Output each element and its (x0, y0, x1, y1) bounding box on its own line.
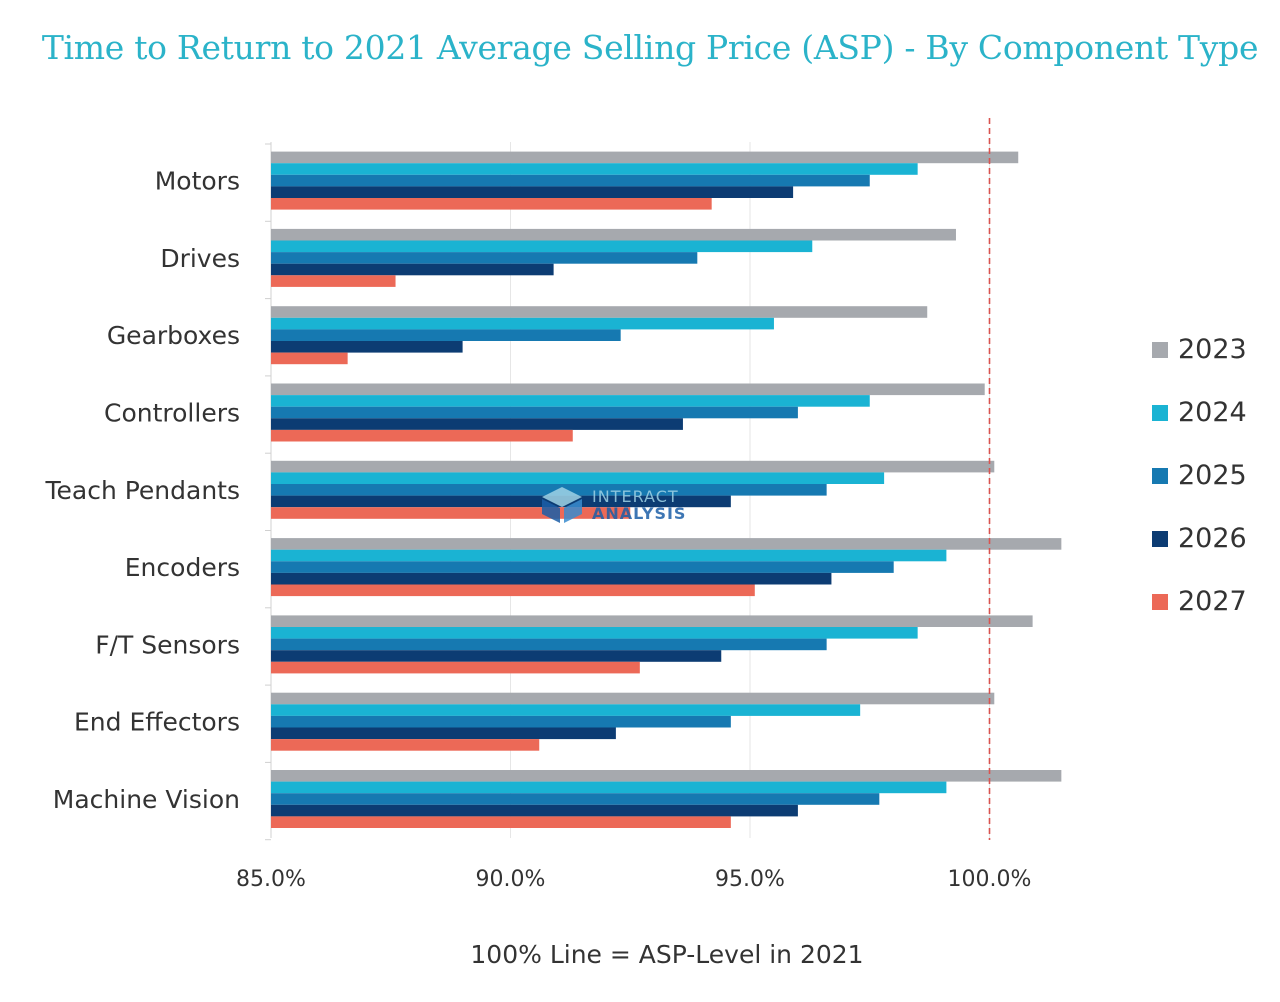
chart-legend: 2023 2024 2025 2026 2027 (1152, 318, 1247, 633)
category-label-end-effectors: End Effectors (74, 708, 240, 737)
category-label-encoders: Encoders (125, 553, 240, 582)
chart-footnote: 100% Line = ASP-Level in 2021 (470, 940, 864, 969)
bar-f-t-sensors-2024 (271, 627, 918, 639)
bar-gearboxes-2023 (271, 306, 928, 318)
legend-item-2026: 2026 (1152, 507, 1247, 570)
bar-f-t-sensors-2026 (271, 650, 722, 662)
bar-machine-vision-2025 (271, 793, 880, 805)
bar-controllers-2025 (271, 406, 798, 419)
x-tick-label-0: 85.0% (236, 867, 306, 892)
watermark-line2: ANALYSIS (592, 504, 687, 523)
chart-title: Time to Return to 2021 Average Selling P… (41, 28, 1259, 67)
bar-machine-vision-2024 (271, 781, 947, 794)
legend-swatch-2024 (1152, 404, 1168, 421)
bar-teach-pendants-2026 (271, 495, 731, 508)
watermark-logo: INTERACT ANALYSIS (540, 485, 686, 525)
x-tick-label-2: 95.0% (715, 867, 785, 892)
x-tick-label-1: 90.0% (476, 867, 546, 892)
bar-drives-2026 (271, 263, 554, 276)
category-label-machine-vision: Machine Vision (53, 785, 240, 814)
bar-motors-2023 (271, 151, 1019, 164)
bar-drives-2024 (271, 240, 813, 253)
category-label-gearboxes: Gearboxes (107, 321, 240, 350)
bar-controllers-2026 (271, 418, 683, 430)
legend-item-2023: 2023 (1152, 318, 1247, 381)
bar-teach-pendants-2025 (271, 484, 827, 496)
category-label-drives: Drives (160, 244, 240, 273)
bar-motors-2027 (271, 198, 712, 210)
bar-teach-pendants-2023 (271, 460, 995, 473)
bar-encoders-2024 (271, 549, 947, 562)
bar-end-effectors-2025 (271, 715, 731, 728)
bar-encoders-2026 (271, 572, 832, 585)
bar-encoders-2023 (271, 538, 1062, 550)
category-label-teach-pendants: Teach Pendants (44, 476, 240, 505)
watermark-line1: INTERACT (592, 487, 679, 506)
legend-label-2026: 2026 (1178, 523, 1247, 554)
legend-item-2025: 2025 (1152, 444, 1247, 507)
legend-label-2025: 2025 (1178, 460, 1247, 491)
bar-motors-2025 (271, 174, 870, 187)
category-label-f-t-sensors: F/T Sensors (95, 630, 240, 659)
bar-gearboxes-2026 (271, 341, 463, 353)
bar-f-t-sensors-2025 (271, 638, 827, 651)
bar-end-effectors-2026 (271, 727, 616, 740)
bar-motors-2024 (271, 163, 918, 175)
category-label-controllers: Controllers (104, 399, 240, 428)
bar-encoders-2025 (271, 561, 894, 573)
legend-item-2024: 2024 (1152, 381, 1247, 444)
bar-controllers-2027 (271, 429, 573, 442)
bar-teach-pendants-2027 (271, 507, 631, 519)
bar-gearboxes-2027 (271, 352, 348, 365)
bar-gearboxes-2025 (271, 329, 621, 341)
bar-encoders-2027 (271, 584, 755, 597)
legend-swatch-2023 (1152, 341, 1168, 358)
bar-gearboxes-2024 (271, 317, 774, 330)
bar-end-effectors-2027 (271, 739, 540, 751)
category-label-motors: Motors (155, 167, 240, 196)
bar-drives-2027 (271, 275, 396, 287)
cube-logo-icon (542, 487, 582, 523)
bar-teach-pendants-2024 (271, 472, 885, 484)
legend-swatch-2027 (1152, 593, 1168, 610)
bar-controllers-2024 (271, 395, 870, 407)
bar-machine-vision-2023 (271, 770, 1062, 782)
legend-label-2023: 2023 (1178, 334, 1247, 365)
x-tick-label-3: 100.0% (948, 867, 1032, 892)
bar-drives-2025 (271, 252, 698, 264)
bar-f-t-sensors-2027 (271, 661, 640, 674)
legend-swatch-2026 (1152, 530, 1168, 547)
bar-machine-vision-2027 (271, 816, 731, 828)
bar-machine-vision-2026 (271, 804, 798, 817)
bar-end-effectors-2023 (271, 692, 995, 705)
legend-swatch-2025 (1152, 467, 1168, 484)
bar-drives-2023 (271, 228, 956, 241)
legend-label-2024: 2024 (1178, 397, 1247, 428)
bar-motors-2026 (271, 186, 794, 198)
legend-label-2027: 2027 (1178, 586, 1247, 617)
bar-controllers-2023 (271, 383, 985, 396)
legend-item-2027: 2027 (1152, 570, 1247, 633)
bar-f-t-sensors-2023 (271, 615, 1033, 627)
bar-end-effectors-2024 (271, 704, 861, 716)
